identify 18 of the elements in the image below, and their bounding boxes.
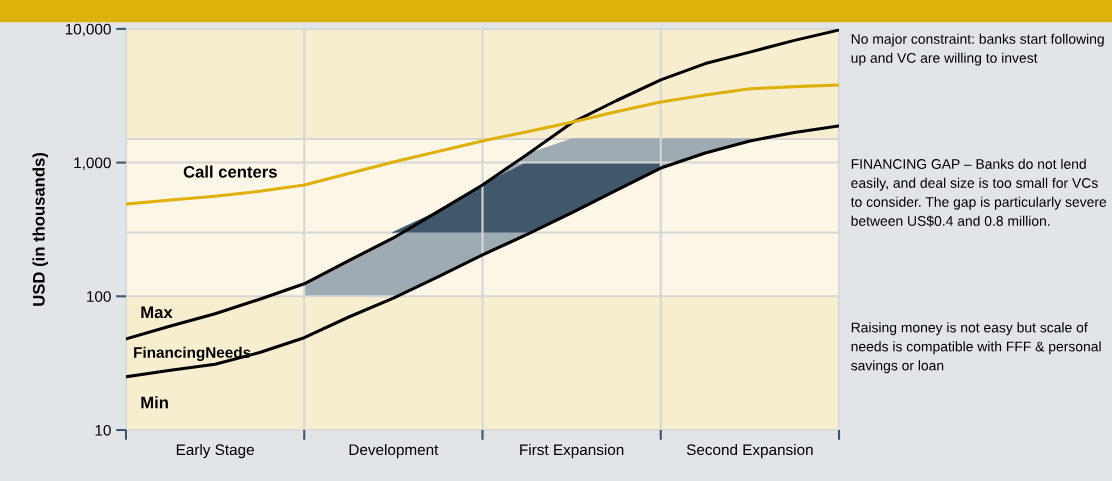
line-series xyxy=(125,124,839,379)
y-tick-label: 1,000 xyxy=(74,157,111,171)
line-series xyxy=(125,83,839,206)
y-tick-label: 10,000 xyxy=(65,23,111,37)
series-label: Max xyxy=(141,306,173,319)
y-axis-title: USD (in thousands) xyxy=(32,152,49,306)
y-tick-label: 10 xyxy=(95,424,111,436)
series-label: Min xyxy=(141,396,168,409)
x-tick-label: Development xyxy=(349,443,439,459)
y-tick-label: 100 xyxy=(87,291,111,302)
x-tick-label: Early Stage xyxy=(176,443,254,459)
text: FINANCING GAP – Banks do not lend easily, and deal size is too small for VCs to consider. The gap is particularly severe between US$0.4 and 0.8 million. xyxy=(850,158,1107,227)
annotation: FinancingNeeds xyxy=(134,346,251,361)
text: No major constraint: banks start following up and VC are willing to invest xyxy=(851,33,1104,66)
x-tick-label: First Expansion xyxy=(520,443,624,459)
x-tick-label: Second Expansion xyxy=(686,443,813,459)
text: Raising money is not easy but scale of needs is compatible with FFF & personal savings or loan xyxy=(851,322,1101,374)
series-label: Call centers xyxy=(183,165,277,178)
